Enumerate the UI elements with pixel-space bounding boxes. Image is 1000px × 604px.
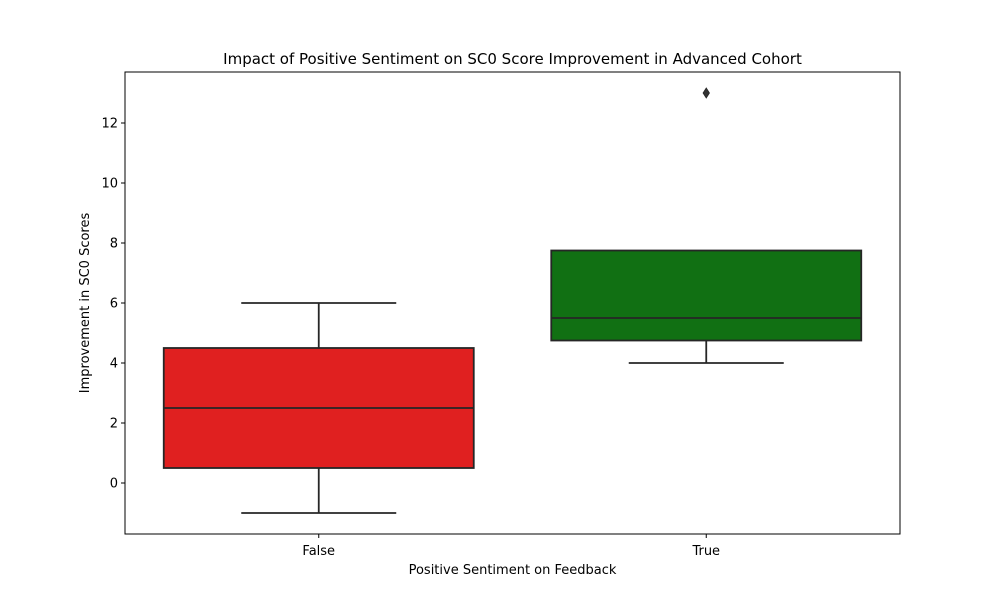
x-tick-label: False <box>302 544 335 559</box>
y-tick-label: 10 <box>101 177 118 192</box>
y-tick-label: 2 <box>110 417 118 432</box>
x-axis-label: Positive Sentiment on Feedback <box>409 563 617 578</box>
y-tick-label: 8 <box>110 237 118 252</box>
box-true <box>550 249 863 342</box>
x-tick-label: True <box>691 544 720 559</box>
chart-title: Impact of Positive Sentiment on SC0 Scor… <box>223 50 802 68</box>
y-tick-label: 4 <box>110 357 118 372</box>
outlier-point-true <box>702 87 710 99</box>
y-tick-label: 12 <box>101 117 118 132</box>
y-tick-label: 0 <box>110 477 118 492</box>
y-tick-label: 6 <box>110 297 118 312</box>
y-axis-label: Improvement in SC0 Scores <box>78 213 93 394</box>
